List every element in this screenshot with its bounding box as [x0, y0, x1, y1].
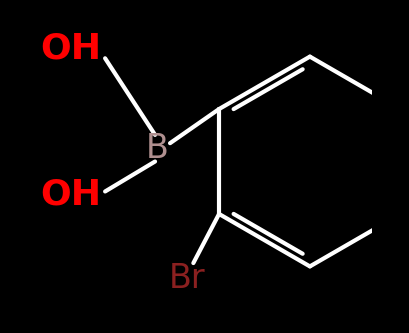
Text: OH: OH: [40, 31, 101, 65]
Text: Br: Br: [168, 261, 204, 295]
Text: OH: OH: [40, 178, 101, 212]
Text: B: B: [145, 132, 168, 165]
